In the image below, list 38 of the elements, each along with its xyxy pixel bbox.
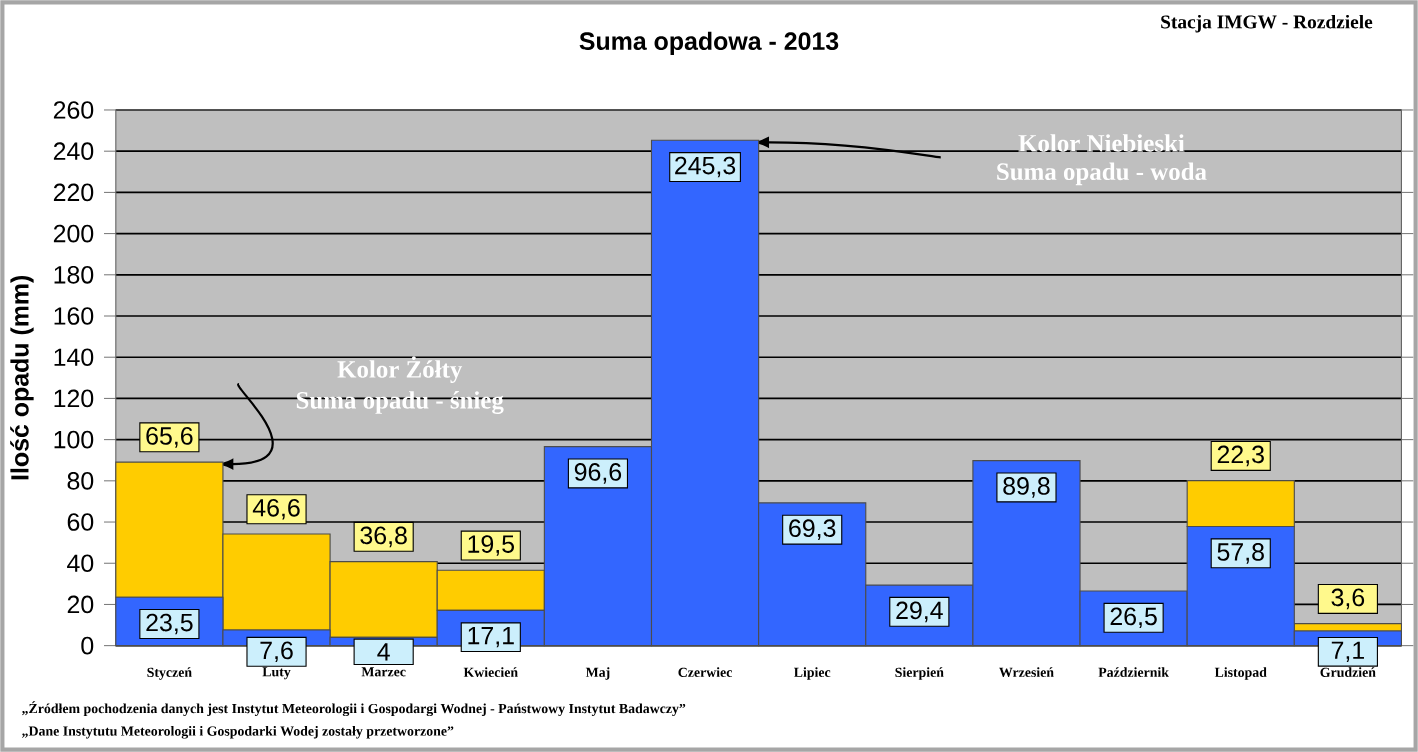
y-tick-label: 0 [81,636,94,655]
data-label: 22,3 [1217,445,1264,467]
y-tick-label: 140 [54,348,94,367]
y-tick-label: 180 [54,265,94,284]
chart-subtitle: Stacja IMGW - Rozdziele [1161,14,1373,33]
data-label: 69,3 [789,519,836,540]
y-tick-label: 220 [53,183,94,202]
data-label: 4 [377,643,390,661]
data-label: 3,6 [1331,588,1365,610]
data-label: 57,8 [1217,543,1264,564]
data-label: 65,6 [146,427,193,448]
data-label: 89,8 [1003,477,1050,498]
y-tick-label: 240 [53,142,94,161]
annotation: Kolor Żółty [337,356,463,383]
y-tick-label: 80 [67,472,94,490]
data-label: 245,3 [675,156,736,178]
annotation: Suma opadu - woda [997,162,1207,186]
y-tick-label: 100 [54,430,94,449]
data-label: 36,8 [360,526,407,548]
data-label: 19,5 [468,535,514,556]
data-label: 17,1 [468,627,514,648]
data-label: 7,1 [1331,641,1364,662]
y-tick-label: 120 [54,389,94,408]
data-label: 96,6 [574,463,622,484]
chart-title: Suma opadowa - 2013 [579,31,839,55]
data-label: 23,5 [146,613,193,635]
data-label: 7,6 [260,641,293,663]
annotation: Kolor Niebieski [1018,134,1185,152]
y-tick-label: 200 [53,224,94,243]
y-tick-label: 40 [67,554,94,573]
y-tick-label: 260 [53,101,94,119]
data-label: 46,6 [252,498,300,520]
data-label: 26,5 [1110,607,1157,629]
y-tick-label: 60 [67,513,94,531]
y-tick-label: 20 [67,595,94,614]
data-label: 29,4 [896,601,943,623]
y-axis-title: Ilość opadu (mm) [10,275,34,480]
y-tick-label: 160 [54,307,94,325]
